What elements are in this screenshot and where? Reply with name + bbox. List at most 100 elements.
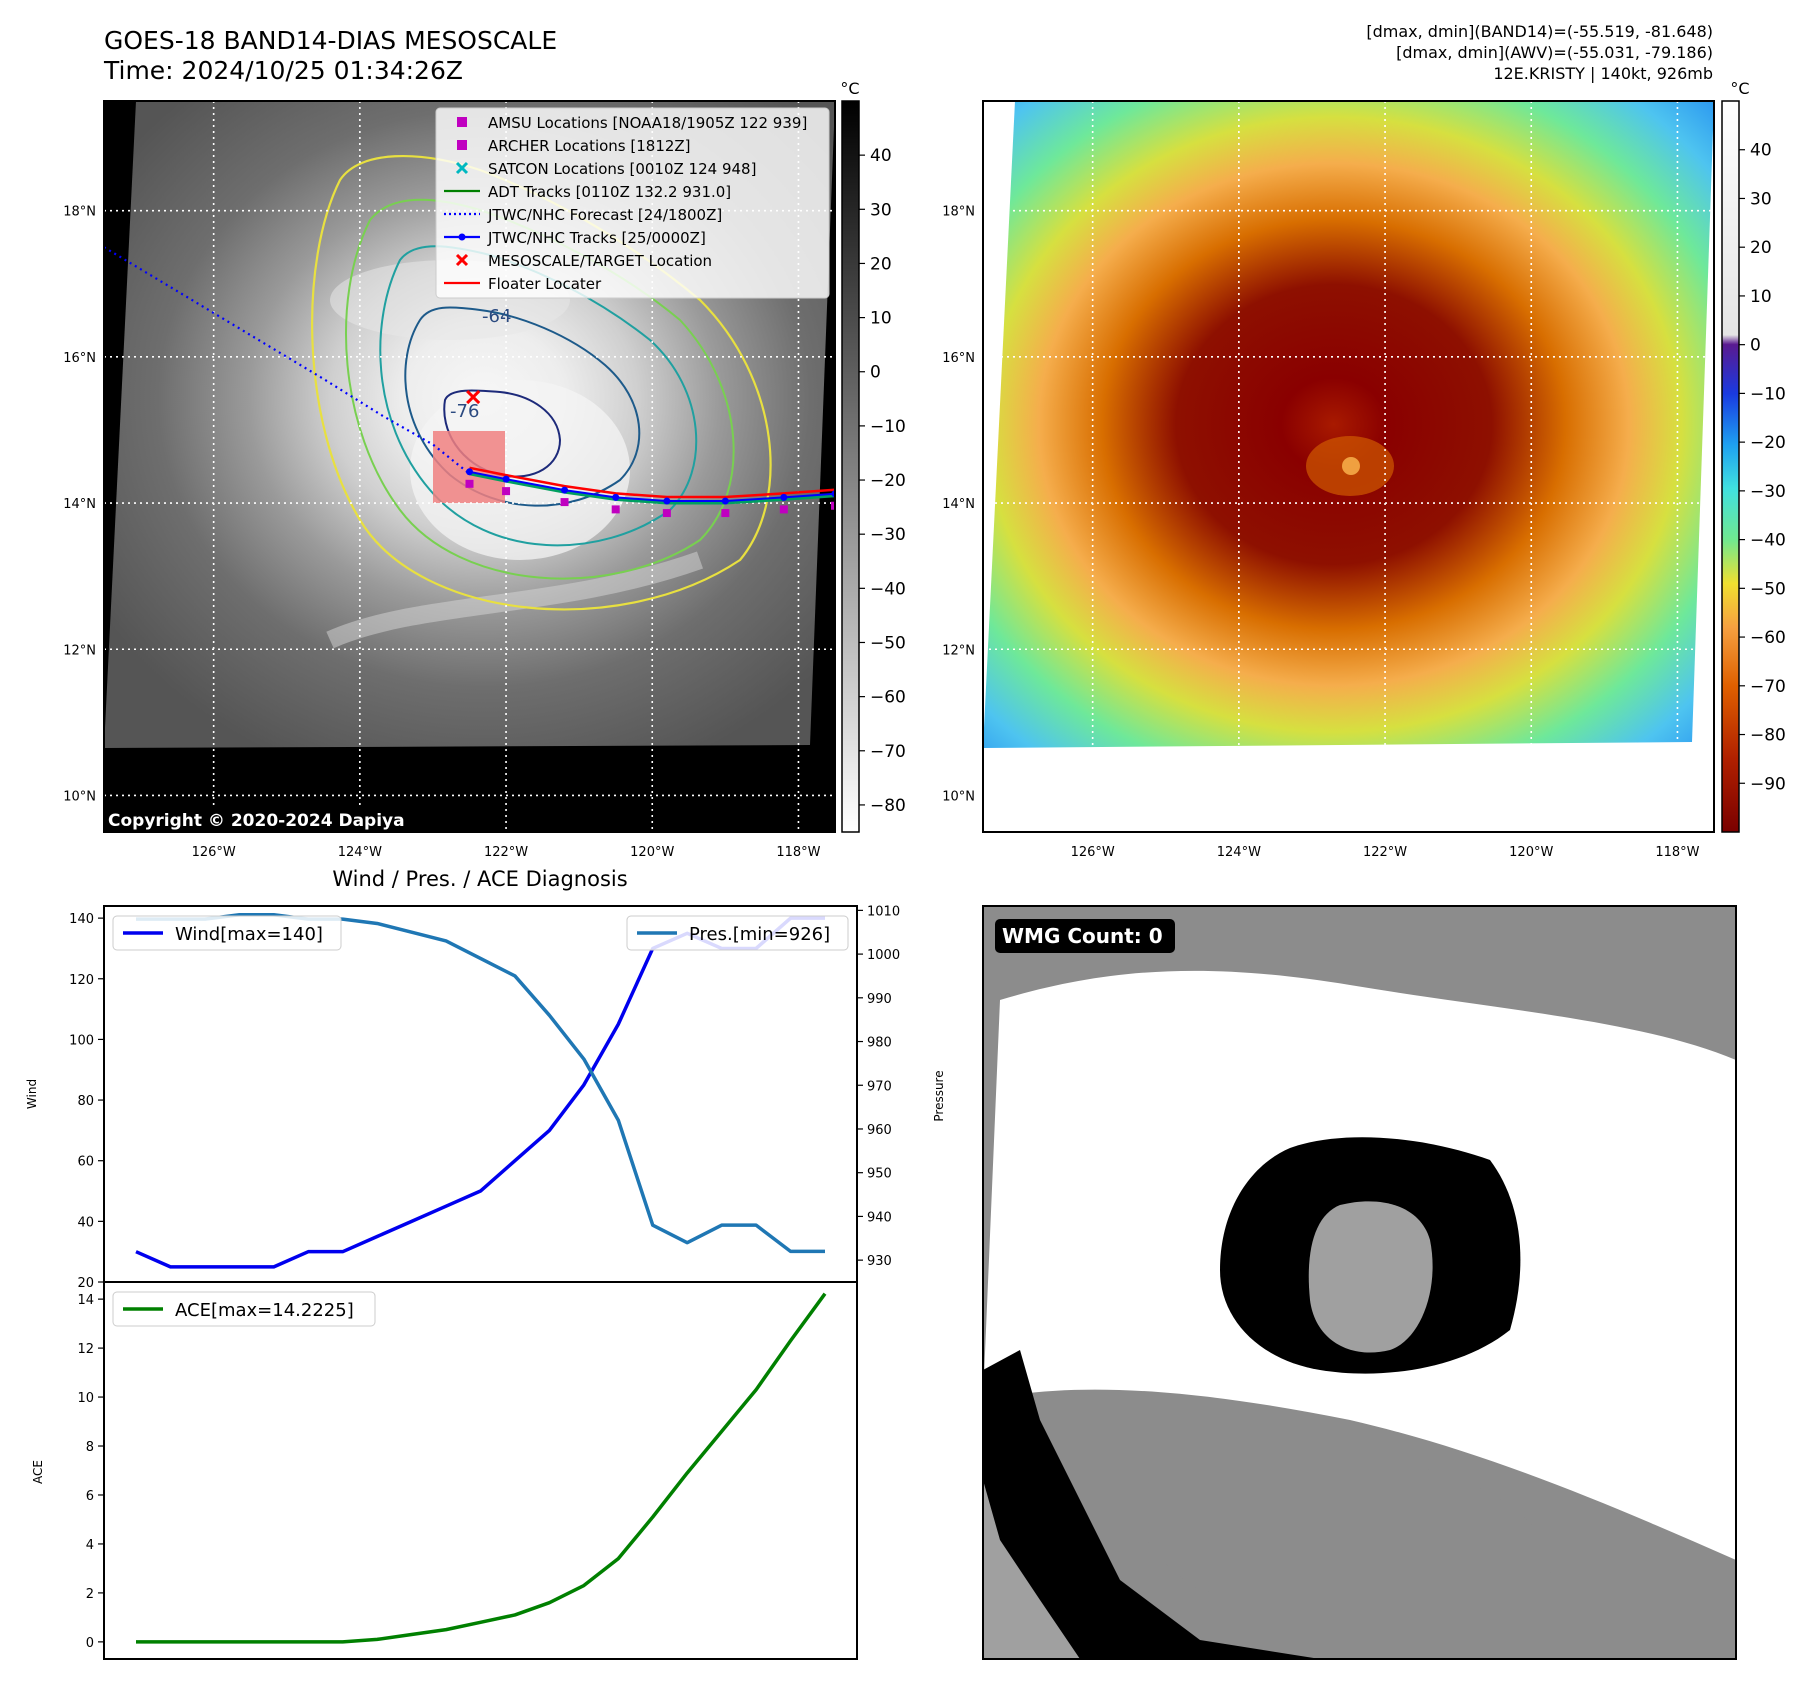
lat-tick-label: 14°N [63,497,96,512]
colorbar-tick-label: −60 [870,688,906,708]
jtwc-track-point [466,468,473,476]
lat-tick-label: 12°N [942,643,975,658]
lon-tick-label: 126°W [192,845,236,860]
legend-marker-square [457,117,467,127]
colorbar-tick-label: −30 [870,525,906,545]
ace-legend: ACE[max=14.2225] [112,1291,376,1327]
wmg-count-label: WMG Count: 0 [1002,924,1163,948]
lat-tick-label: 14°N [942,497,975,512]
amsu-location-marker [831,501,835,510]
lat-tick-label: 10°N [63,789,96,804]
amsu-location-marker [502,487,511,496]
stats-line-band14: [dmax, dmin](BAND14)=(-55.519, -81.648) [1366,22,1713,41]
copyright-text: Copyright © 2020-2024 Dapiya [108,811,405,831]
y-tick-label: 4 [86,1538,94,1553]
legend-marker-x [455,161,469,175]
wind-plot-frame [103,905,858,1283]
series-line [136,912,825,1254]
y2-tick-label: 980 [867,1036,892,1051]
ace-axes: 0 2 4 6 8 10 12 14 [77,1293,104,1651]
floater-track [469,466,835,499]
jtwc-track-point [502,475,510,483]
wind-legend-box [112,915,342,951]
pressure-legend-label: Pres.[min=926] [689,924,830,945]
wmg-count-badge [995,919,1175,953]
map2-eye [1342,457,1360,475]
y-tick-label: 14 [77,1293,94,1308]
lat-tick-label: 16°N [942,351,975,366]
lon-tick-label: 120°W [1509,845,1553,860]
lon-tick-label: 124°W [338,845,382,860]
colorbar-tick-label: −20 [1750,433,1786,453]
ace-plot-frame [103,1281,858,1660]
amsu-location-marker [662,509,671,518]
colorbar-tick-label: −50 [1750,579,1786,599]
y-tick-label: 12 [77,1342,94,1357]
y2-tick-label: 950 [867,1167,892,1182]
y-tick-label: 0 [86,1636,94,1651]
legend-item-label: ARCHER Locations [1812Z] [488,137,691,155]
colorbar-tick-label: −80 [870,796,906,816]
map1-frame [103,100,836,833]
jtwc-track [469,470,835,503]
y-tick-label: 80 [77,1094,94,1109]
wmg-outer-black-arc [983,1350,1320,1659]
map2-frame [982,100,1715,833]
legend-item-label: JTWC/NHC Forecast [24/1800Z] [487,206,722,224]
wmg-eye [1308,1201,1433,1353]
colorbar-tick-label: −40 [1750,531,1786,551]
legend-marker-x [455,253,469,267]
colorbar-tick-label: −90 [1750,774,1786,794]
jtwc-track-point [612,493,620,501]
legend-marker-dot [458,233,466,241]
target-location-marker [466,389,481,405]
wmg-frame [982,905,1737,1660]
y2-tick-label: 940 [867,1210,892,1225]
legend-item-label: Floater Locater [488,275,602,293]
y-tick-label: 140 [69,912,94,927]
colorbar-tick-label: 0 [1750,336,1761,356]
amsu-location-marker [779,505,788,514]
wind-legend-label: Wind[max=140] [175,924,323,945]
colorbar-tick-label: 30 [1750,189,1772,209]
lon-tick-label: 124°W [1217,845,1261,860]
colorbar-tick-label: 10 [1750,287,1772,307]
figure-title-line1: GOES-18 BAND14-DIAS MESOSCALE [104,26,558,55]
y-tick-label: 6 [86,1489,94,1504]
colorbar-tick-label: 20 [1750,238,1772,258]
colorbar-tick-label: 40 [870,146,892,166]
y2-tick-label: 990 [867,992,892,1007]
wind-axes: 20 40 60 80 100 120 140 930 940 950 960 970 980 990 10… [69,904,900,1291]
legend-marker-square [457,140,467,150]
wmg-gray-band [1130,1448,1560,1601]
wmg-panel: WMG Count: 0 [983,906,1736,1659]
legend-item-label: MESOSCALE/TARGET Location [488,252,712,270]
map1-cdo [410,380,630,560]
stats-line-storm: 12E.KRISTY | 140kt, 926mb [1493,64,1713,83]
y-tick-label: 2 [86,1587,94,1602]
colorbar-tick-label: −60 [1750,628,1786,648]
y2-tick-label: 970 [867,1079,892,1094]
legend-item-label: ADT Tracks [0110Z 132.2 931.0] [488,183,731,201]
y2-tick-label: 930 [867,1254,892,1269]
y-tick-label: 120 [69,973,94,988]
legend-box [435,107,830,299]
lon-tick-label: 122°W [1363,845,1407,860]
lat-tick-label: 12°N [63,643,96,658]
lon-tick-label: 126°W [1071,845,1115,860]
y-tick-label: 20 [77,1276,94,1291]
y-tick-label: 100 [69,1033,94,1048]
lat-tick-label: 16°N [63,351,96,366]
y-tick-label: 10 [77,1391,94,1406]
colorbar-color-unit: °C [1730,79,1749,98]
ace-axis-label: ACE [31,1460,45,1484]
contour-label-76: -76 [450,401,479,422]
copyright-background [104,806,424,832]
colorbar-color [1721,100,1740,833]
colorbar-gray [841,100,860,833]
y2-tick-label: 960 [867,1123,892,1138]
colorbar-tick-label: −10 [1750,384,1786,404]
ace-legend-box [112,1291,376,1327]
colorbar-tick-label: −50 [870,633,906,653]
